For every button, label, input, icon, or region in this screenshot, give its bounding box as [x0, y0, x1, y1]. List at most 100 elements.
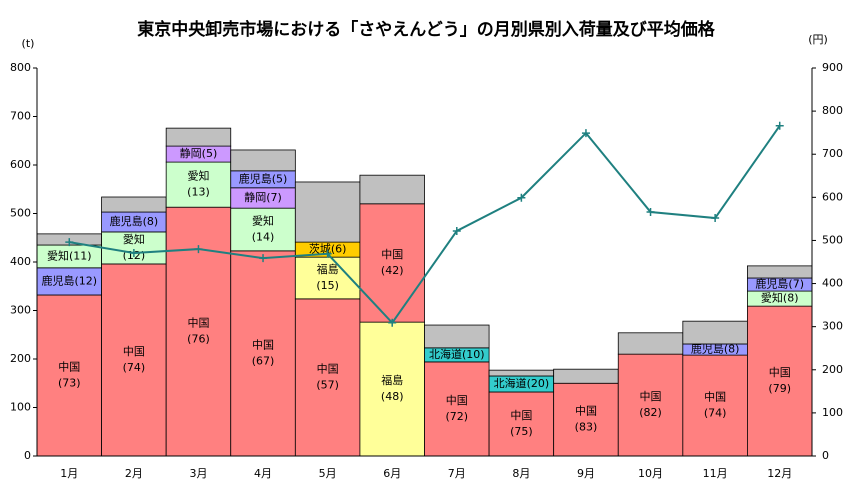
y-tick-label: 300 [10, 304, 31, 317]
segment-name: 中国 [510, 409, 532, 422]
chart-title: 東京中央卸売市場における「さやえんどう」の月別県別入荷量及び平均価格 [137, 19, 715, 40]
segment-share: (79) [768, 382, 791, 395]
segment-name: 中国 [252, 338, 274, 351]
x-tick-label: 10月 [638, 467, 663, 480]
segment-name: 福島 [317, 262, 339, 276]
segment-name: 鹿児島 [755, 277, 788, 291]
x-tick-label: 3月 [189, 467, 207, 480]
segment-name: 中国 [446, 394, 468, 407]
price-marker [259, 254, 268, 263]
segment-label: 愛知(8) [761, 291, 799, 305]
segment-name: 鹿児島 [239, 171, 272, 185]
segment-name: 愛知 [761, 291, 783, 305]
segment-share: (14) [252, 231, 275, 244]
segment-share: (75) [510, 425, 533, 438]
segment-share: (73) [58, 376, 81, 389]
y-tick-label: 0 [24, 449, 31, 462]
price-marker [129, 248, 138, 257]
y-tick-label: 100 [10, 401, 31, 414]
segment-name: 鹿児島 [41, 273, 74, 287]
bar-segment [424, 361, 490, 457]
price-marker [388, 318, 397, 327]
segment-share: (74) [704, 407, 727, 420]
segment-label: 茨城(6) [309, 242, 347, 256]
y-tick-label: 200 [10, 352, 31, 365]
segment-share: (72) [445, 410, 468, 423]
x-tick-label: 4月 [254, 467, 272, 480]
segment-share: (20) [527, 377, 550, 390]
y2-axis-label: (円) [808, 33, 828, 46]
segment-share: (8) [783, 292, 799, 305]
segment-label: 鹿児島(5) [239, 171, 288, 185]
segment-name: 中国 [769, 366, 791, 379]
segment-label: 北海道(20) [494, 376, 550, 390]
bar-segment [424, 324, 490, 349]
segment-share: (7) [788, 278, 804, 291]
x-tick-label: 7月 [448, 467, 466, 480]
segment-name: 中国 [704, 391, 726, 404]
segment-label: 鹿児島(7) [755, 277, 804, 291]
x-tick-label: 12月 [767, 467, 792, 480]
bar-segment [165, 206, 232, 457]
segment-name: 福島 [381, 373, 403, 387]
segment-share: (5) [202, 147, 218, 160]
bar-segment [101, 196, 167, 213]
y2-tick-label: 500 [822, 233, 843, 246]
bar-segment [553, 382, 619, 457]
segment-share: (7) [266, 191, 282, 204]
y2-tick-label: 400 [822, 277, 843, 290]
segment-share: (15) [316, 279, 339, 292]
x-tick-label: 5月 [319, 467, 337, 480]
bar-segment [165, 127, 232, 147]
segment-name: 中国 [381, 248, 403, 261]
price-marker [775, 121, 784, 130]
y2-tick-label: 900 [822, 61, 843, 74]
bar-segment [36, 294, 102, 457]
price-marker [323, 249, 332, 258]
segment-name: 北海道 [494, 376, 527, 390]
segment-share: (5) [272, 172, 288, 185]
segment-name: 北海道 [429, 347, 462, 361]
segment-share: (57) [316, 378, 339, 391]
segment-name: 愛知 [252, 214, 274, 228]
y-tick-label: 700 [10, 110, 31, 123]
segment-name: 中国 [58, 360, 80, 373]
segment-share: (10) [462, 348, 485, 361]
price-marker [194, 245, 203, 254]
price-line [69, 125, 781, 325]
segment-share: (83) [575, 421, 598, 434]
y2-tick-label: 800 [822, 104, 843, 117]
segment-name: 鹿児島 [110, 214, 143, 228]
y2-tick-label: 200 [822, 363, 843, 376]
segment-share: (42) [381, 264, 404, 277]
bar-segment [294, 298, 361, 457]
bar-segment [553, 368, 619, 384]
price-marker [581, 129, 590, 138]
segment-name: 静岡 [180, 146, 202, 160]
price-marker [646, 207, 655, 216]
segment-name: 中国 [575, 405, 597, 418]
price-marker [711, 214, 720, 223]
bar-segment [747, 265, 813, 279]
segment-label: 鹿児島(8) [691, 342, 740, 356]
segment-label: 愛知(11) [47, 248, 92, 262]
segment-label: 鹿児島(8) [110, 214, 159, 228]
segment-share: (12) [74, 274, 97, 287]
bar-segment [617, 332, 684, 355]
segment-share: (76) [187, 333, 210, 346]
price-marker [65, 238, 74, 247]
x-tick-label: 11月 [703, 467, 728, 480]
y2-tick-label: 600 [822, 190, 843, 203]
segment-label: 静岡(7) [244, 190, 282, 204]
x-tick-label: 1月 [60, 467, 78, 480]
segment-name: 中国 [187, 317, 209, 330]
y-tick-label: 800 [10, 61, 31, 74]
segment-name: 愛知 [187, 169, 209, 183]
segment-share: (74) [123, 361, 146, 374]
bar-segment [488, 391, 555, 457]
y-tick-label: 500 [10, 207, 31, 220]
x-tick-label: 6月 [383, 467, 401, 480]
bar-segment [747, 305, 813, 457]
segment-name: 愛知 [123, 232, 145, 246]
